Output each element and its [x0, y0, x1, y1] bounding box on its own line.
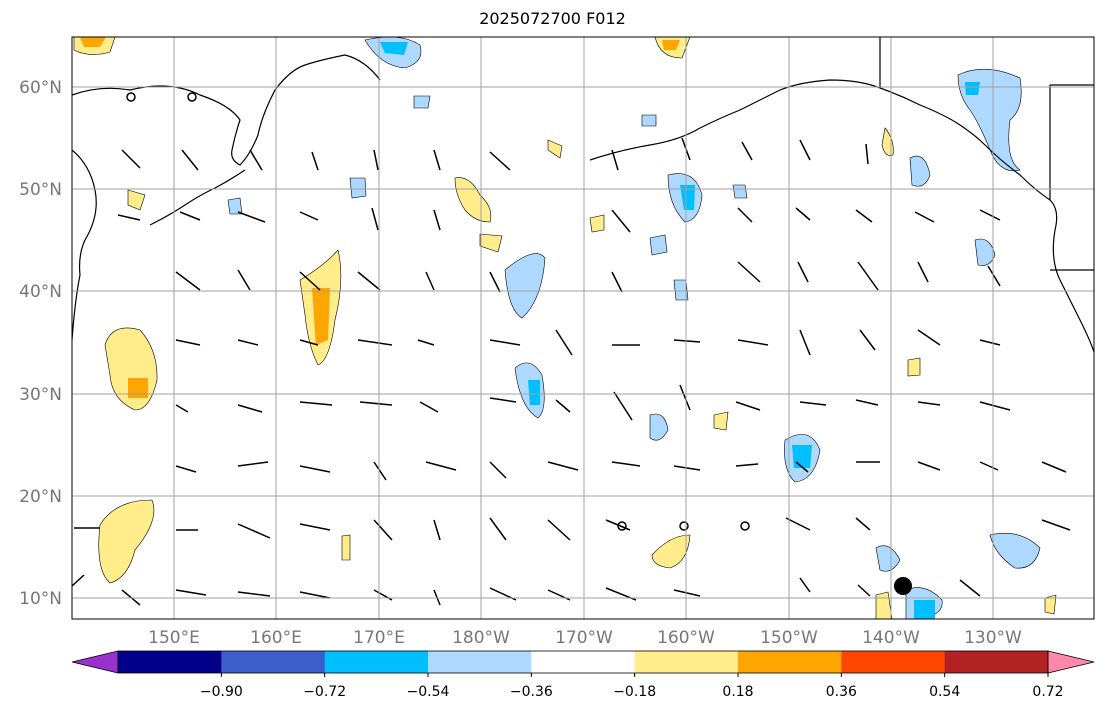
map-title: 2025072700 F012 [479, 9, 626, 28]
lon-label: 160°E [250, 628, 302, 648]
colorbar-tick-label: 0.18 [722, 684, 753, 700]
storm-center-marker [894, 577, 912, 595]
colorbar-segment [221, 651, 326, 673]
lat-label: 10°N [19, 589, 62, 609]
colorbar-segment [118, 651, 222, 673]
colorbar: −0.90 −0.72 −0.54 −0.36 −0.18 0.18 0.36 0.54 0.7… [71, 650, 1095, 700]
lon-label: 150°E [148, 628, 200, 648]
lat-label: 60°N [19, 78, 62, 98]
colorbar-segment [634, 651, 739, 673]
lon-label: 180°W [452, 628, 510, 648]
lon-label: 150°W [760, 628, 818, 648]
colorbar-segment [944, 651, 1049, 673]
colorbar-segment [531, 651, 636, 673]
lon-label: 160°W [657, 628, 715, 648]
colorbar-segment [738, 651, 842, 673]
coastlines [72, 37, 1094, 353]
lat-label: 40°N [19, 282, 62, 302]
lon-label: 140°W [862, 628, 920, 648]
colorbar-outline [117, 650, 1049, 674]
station-markers [126, 92, 912, 595]
longitude-labels: 150°E 160°E 170°E 180°W 170°W 160°W 150°W 140°W… [148, 628, 1022, 648]
map-background [72, 37, 1094, 619]
colorbar-segment [324, 651, 429, 673]
colorbar-tick-label: −0.90 [200, 684, 243, 700]
lat-label: 20°N [19, 487, 62, 507]
lat-label: 50°N [19, 180, 62, 200]
shaded-contours [73, 37, 1057, 619]
colorbar-tick-label: −0.36 [510, 684, 553, 700]
lon-label: 170°W [555, 628, 613, 648]
map-frame [71, 36, 1095, 620]
colorbar-tick-label: −0.18 [613, 684, 656, 700]
lon-label: 130°W [964, 628, 1022, 648]
colorbar-tick-label: 0.36 [826, 684, 857, 700]
colorbar-tick-label: 0.54 [929, 684, 960, 700]
lon-label: 170°E [353, 628, 405, 648]
colorbar-tick-label: 0.72 [1032, 684, 1063, 700]
latitude-labels: 10°N 20°N 30°N 40°N 50°N 60°N [19, 78, 62, 609]
colorbar-tick-label: −0.72 [303, 684, 346, 700]
lat-label: 30°N [19, 385, 62, 405]
gridlines [72, 37, 1094, 619]
colorbar-extend-low [71, 650, 119, 674]
colorbar-segment [841, 651, 946, 673]
colorbar-extend-high [1047, 650, 1095, 674]
colorbar-tick-label: −0.54 [407, 684, 450, 700]
colorbar-segment [428, 651, 532, 673]
